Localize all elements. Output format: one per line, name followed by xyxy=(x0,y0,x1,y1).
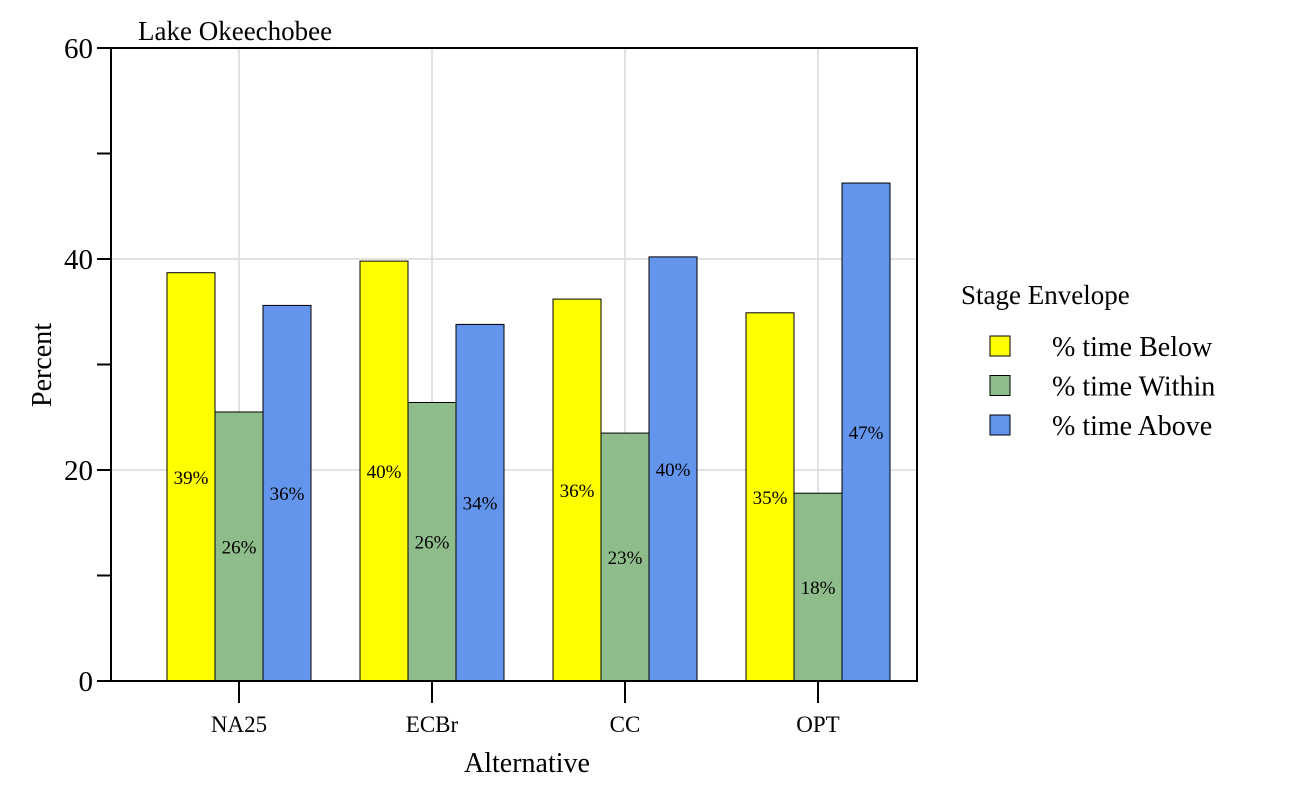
x-axis-label: Alternative xyxy=(464,748,590,779)
y-tick-label: 20 xyxy=(64,455,93,487)
bar-value-label: 36% xyxy=(560,481,595,502)
chart-title: Lake Okeechobee xyxy=(138,16,332,46)
y-tick-label: 0 xyxy=(79,666,94,698)
bar-value-label: 26% xyxy=(222,537,257,558)
y-tick-label: 40 xyxy=(64,244,93,276)
bar-ecbr-3 xyxy=(455,323,505,682)
bar-cc-3 xyxy=(648,256,698,682)
x-tick-label: NA25 xyxy=(211,712,267,737)
bar-opt-2 xyxy=(793,492,843,682)
bar-cc-1 xyxy=(552,298,602,682)
bar-labels: 39% 26% 36% 40% 26% 34% 36% 23% 40% 35% 18% 47% xyxy=(174,423,884,599)
bars xyxy=(166,182,891,682)
bar-na25-3 xyxy=(262,304,312,682)
legend: Stage Envelope % time Below % time Within… xyxy=(961,280,1215,442)
bar-value-label: 47% xyxy=(849,423,884,444)
legend-swatch xyxy=(989,375,1011,396)
bar-value-label: 36% xyxy=(270,484,305,505)
bar-value-label: 26% xyxy=(415,533,450,554)
legend-label: % time Below xyxy=(1052,332,1213,363)
bar-value-label: 40% xyxy=(367,462,402,483)
bar-na25-1 xyxy=(166,272,216,682)
bar-opt-1 xyxy=(745,312,795,682)
legend-label: % time Within xyxy=(1052,372,1215,403)
bar-value-label: 23% xyxy=(608,548,643,569)
y-axis-label: Percent xyxy=(27,323,58,407)
bar-value-label: 40% xyxy=(656,460,691,481)
bar-na25-2 xyxy=(214,411,264,682)
bar-ecbr-1 xyxy=(359,260,409,682)
bar-value-label: 18% xyxy=(801,578,836,599)
legend-swatch xyxy=(989,414,1011,436)
legend-label: % time Above xyxy=(1052,411,1212,442)
axes: 0 20 40 60 NA25 ECBr CC OPT xyxy=(64,33,918,737)
bar-value-label: 39% xyxy=(174,468,209,489)
x-tick-label: OPT xyxy=(796,712,839,737)
legend-title: Stage Envelope xyxy=(961,280,1130,310)
bar-value-label: 35% xyxy=(753,488,788,509)
bar-value-label: 34% xyxy=(463,494,498,515)
y-tick-label: 60 xyxy=(64,33,93,65)
x-tick-label: ECBr xyxy=(406,712,459,737)
x-tick-label: CC xyxy=(610,712,641,737)
legend-swatch xyxy=(989,335,1011,357)
bar-opt-3 xyxy=(841,182,891,682)
bar-ecbr-2 xyxy=(407,401,457,682)
